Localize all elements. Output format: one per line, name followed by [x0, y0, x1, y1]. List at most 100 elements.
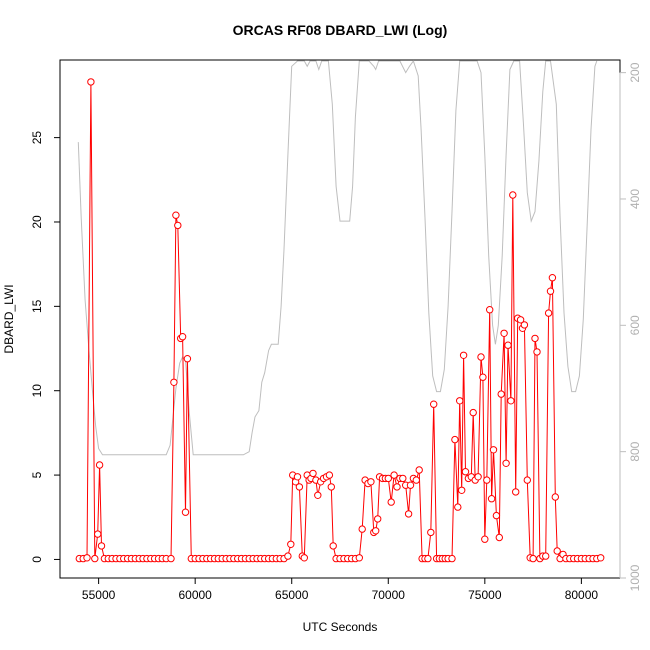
data-point [97, 542, 106, 550]
x-tick-label: 70000 [372, 588, 406, 602]
data-point [489, 446, 498, 454]
data-point [167, 554, 175, 563]
data-point [83, 554, 91, 562]
data-point [91, 554, 99, 563]
data-point [94, 530, 102, 538]
data-point [183, 355, 192, 363]
data-point [529, 554, 537, 563]
data-point [406, 481, 415, 489]
data-point [374, 515, 382, 523]
y-tick-label: 5 [30, 471, 44, 478]
y2-tick-label: 200 [628, 62, 642, 82]
data-point [387, 498, 395, 506]
data-point [172, 211, 180, 219]
data-point [502, 459, 510, 467]
y-axis: 0 5 10 15 20 25 [30, 131, 61, 563]
data-point [284, 552, 292, 560]
data-point [174, 221, 182, 230]
data-point [329, 542, 337, 550]
data-point [372, 527, 380, 535]
data-point [548, 274, 557, 282]
data-point [495, 533, 503, 542]
x-tick-label: 75000 [468, 588, 502, 602]
data-point [546, 287, 555, 295]
x-tick-label: 55000 [82, 588, 116, 602]
primary-series-group [75, 78, 605, 563]
data-point [415, 466, 423, 474]
data-point [430, 400, 438, 408]
x-axis: 55000 60000 65000 70000 75000 80000 [82, 577, 599, 602]
data-point [355, 554, 363, 562]
x-tick-label: 60000 [178, 588, 212, 602]
data-point [404, 510, 413, 518]
data-point [474, 473, 482, 481]
data-point [520, 321, 529, 329]
data-point [170, 378, 178, 386]
data-point [300, 554, 308, 562]
data-point [451, 435, 459, 444]
data-point [479, 373, 487, 381]
data-point [87, 78, 95, 86]
y2-tick-label: 400 [628, 189, 642, 209]
data-point [523, 476, 531, 484]
data-point [531, 334, 539, 343]
data-point [309, 469, 317, 478]
data-point [487, 495, 496, 503]
data-point [492, 511, 501, 520]
data-point [512, 488, 520, 496]
data-point [477, 353, 485, 361]
x-axis-label: UTC Seconds [303, 620, 378, 634]
data-point [454, 503, 462, 511]
data-point [459, 351, 468, 359]
data-point [181, 508, 190, 516]
data-point [393, 483, 401, 491]
data-point [327, 483, 335, 491]
data-point [325, 471, 334, 479]
data-point [367, 478, 375, 486]
data-point [295, 483, 304, 491]
data-point [399, 474, 407, 483]
data-point [504, 341, 512, 349]
data-point [287, 540, 295, 548]
data-point [500, 329, 508, 337]
data-point [553, 547, 561, 555]
secondary-series-group [77, 59, 598, 456]
plot-frame [59, 59, 621, 579]
data-point [384, 474, 392, 483]
data-point [542, 552, 550, 560]
y-tick-label: 0 [30, 556, 44, 563]
x-tick-label: 80000 [565, 588, 599, 602]
x-tick-label: 65000 [275, 588, 309, 602]
data-point [533, 348, 541, 356]
data-point [390, 471, 398, 479]
data-point [597, 554, 605, 562]
data-point [486, 306, 494, 314]
data-point [95, 461, 104, 469]
data-point [483, 476, 491, 484]
secondary-series-line [77, 59, 598, 456]
data-point [544, 309, 553, 317]
data-point [358, 525, 366, 533]
data-point [458, 486, 466, 494]
data-point [448, 554, 456, 563]
y-tick-label: 15 [30, 299, 44, 313]
y-axis-label: DBARD_LWI [2, 284, 16, 353]
data-point [497, 390, 505, 398]
y2-tick-label: 800 [628, 441, 642, 461]
y-tick-label: 20 [30, 215, 44, 229]
data-point [481, 535, 489, 543]
y-tick-label: 10 [30, 384, 44, 398]
data-point [314, 491, 322, 499]
y2-tick-label: 1000 [628, 564, 642, 591]
data-point [516, 316, 525, 324]
y-tick-label: 25 [30, 131, 44, 145]
data-point [456, 397, 464, 405]
data-point [461, 468, 470, 476]
data-point [507, 397, 515, 405]
data-point [469, 408, 477, 417]
data-point [509, 191, 517, 199]
y2-axis: 200 400 600 800 1000 [619, 62, 642, 591]
data-point [412, 476, 420, 484]
data-point [551, 493, 559, 501]
